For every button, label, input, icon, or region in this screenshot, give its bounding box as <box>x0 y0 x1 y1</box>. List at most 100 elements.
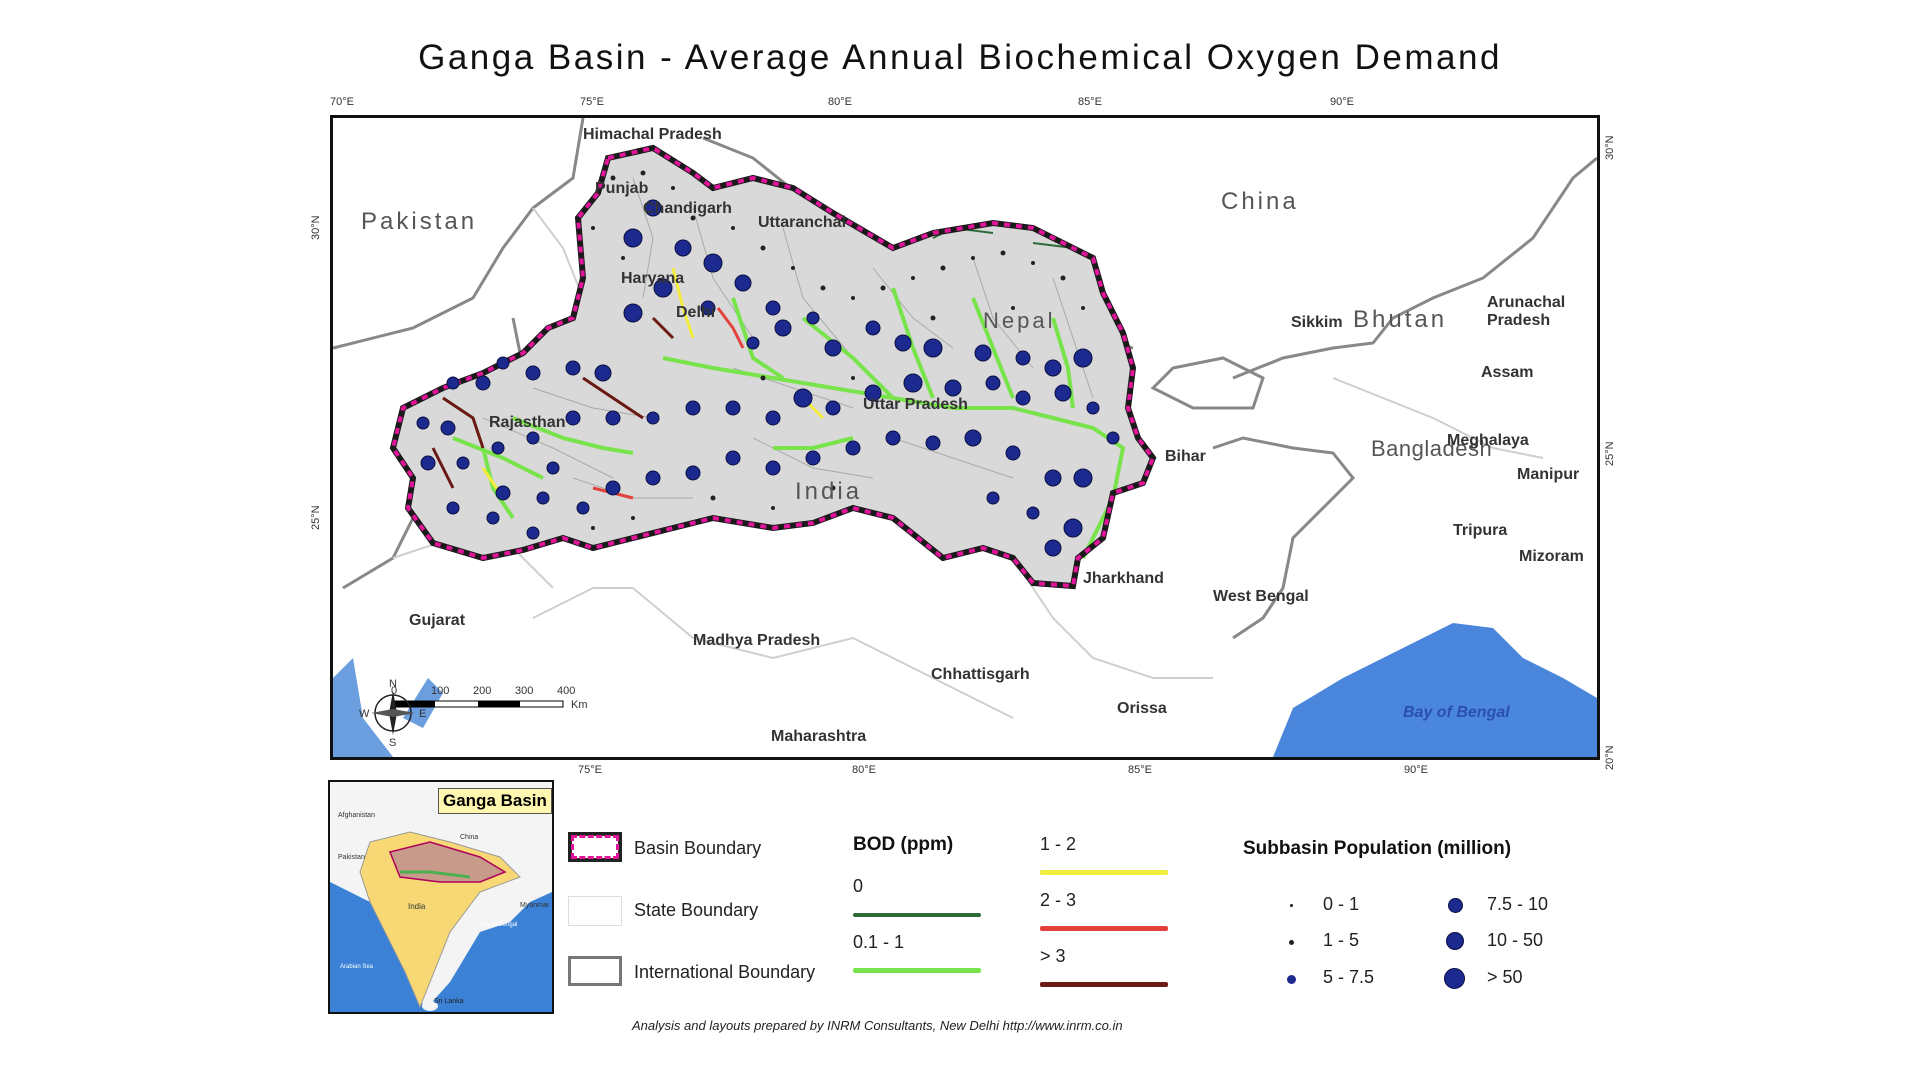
legend-bod-title: BOD (ppm) <box>853 834 954 855</box>
legend-pop-0-1: 0 - 1 <box>1323 894 1360 914</box>
inset-label-arabian-sea: Arabian Sea <box>340 964 374 970</box>
legend-basin-label: Basin Boundary <box>634 838 762 858</box>
scale-300: 300 <box>515 685 534 697</box>
label-gujarat: Gujarat <box>409 612 466 629</box>
state-boundary-4 <box>1012 557 1213 679</box>
international-boundary-pakistan <box>333 118 585 350</box>
label-nepal: Nepal <box>983 308 1056 333</box>
tick-top-70e: 70°E <box>330 96 354 108</box>
label-pakistan: Pakistan <box>361 208 478 235</box>
tick-top-75e: 75°E <box>580 96 604 108</box>
map-title: Ganga Basin - Average Annual Biochemical… <box>418 38 1502 77</box>
legend-pop-0-1-dot <box>1290 904 1293 907</box>
label-uttar-pradesh: Uttar Pradesh <box>863 396 968 413</box>
scale-100: 100 <box>431 685 450 697</box>
tick-bottom-90e: 90°E <box>1404 764 1428 776</box>
map-panel[interactable]: N S E W 0 100 200 300 400 Km Pakistan Ch… <box>330 115 1600 760</box>
label-bay-of-bengal: Bay of Bengal <box>1403 704 1510 721</box>
bay-of-bengal-water <box>1273 623 1597 757</box>
legend-pop-10-50-dot <box>1446 932 1464 950</box>
label-west-bengal: West Bengal <box>1213 588 1309 605</box>
international-boundary-east <box>1232 156 1597 380</box>
legend-state-label: State Boundary <box>634 900 759 920</box>
legend-bod-12-line <box>1040 870 1168 875</box>
legend-pop-75-10-dot <box>1448 898 1463 913</box>
label-delhi: Delhi <box>676 304 716 321</box>
tick-top-90e: 90°E <box>1330 96 1354 108</box>
tick-right-20n: 20°N <box>1604 745 1616 770</box>
inset-map: Ganga Basin Afghanistan Pakistan China I… <box>328 780 554 1014</box>
label-chandigarh: Chandigarh <box>643 200 732 217</box>
label-pradesh: Pradesh <box>1487 312 1551 329</box>
label-bangladesh: Bangladesh <box>1371 436 1493 461</box>
inset-sri-lanka-shape <box>422 1001 438 1011</box>
label-rajasthan: Rajasthan <box>489 414 566 431</box>
legend-pop-1-5-dot <box>1289 940 1294 945</box>
population-dots <box>416 199 1120 557</box>
scale-0: 0 <box>391 685 398 697</box>
legend-pop-5-75: 5 - 7.5 <box>1323 967 1375 987</box>
label-assam: Assam <box>1481 364 1534 381</box>
inset-map-svg <box>330 782 552 1012</box>
state-boundary-3 <box>632 587 1014 719</box>
legend-pop-gt50: > 50 <box>1487 967 1523 987</box>
legend-international-swatch <box>568 956 622 986</box>
label-orissa: Orissa <box>1117 700 1167 717</box>
legend-pop-10-50: 10 - 50 <box>1487 930 1544 950</box>
legend-pop-1-5: 1 - 5 <box>1323 930 1360 950</box>
label-china: China <box>1221 188 1299 215</box>
label-haryana: Haryana <box>621 270 685 287</box>
scale-400: 400 <box>557 685 576 697</box>
label-jharkhand: Jharkhand <box>1083 570 1164 587</box>
legend-bod-0-line <box>853 913 981 917</box>
state-boundary-6 <box>532 587 633 619</box>
legend-bod-23-line <box>1040 926 1168 931</box>
label-himachal-pradesh: Himachal Pradesh <box>583 126 722 143</box>
legend-pop-gt50-dot <box>1444 968 1465 989</box>
scale-200: 200 <box>473 685 492 697</box>
tick-left-30n: 30°N <box>310 215 322 240</box>
inset-label-afghanistan: Afghanistan <box>338 812 375 819</box>
label-arunachal: Arunachal <box>1487 294 1566 311</box>
legend-bod-12-label: 1 - 2 <box>1040 834 1077 854</box>
inset-ganga-green <box>400 870 471 879</box>
legend-state-swatch <box>568 896 622 926</box>
label-uttaranchal: Uttaranchal <box>758 214 847 231</box>
legend-bod-gt3-line <box>1040 982 1168 987</box>
label-mizoram: Mizoram <box>1519 548 1584 565</box>
legend-pop-5-75-dot <box>1287 975 1296 984</box>
inset-label-india: India <box>408 902 426 911</box>
tick-right-30n: 30°N <box>1604 135 1616 160</box>
compass-n: N <box>389 678 397 690</box>
label-chhattisgarh: Chhattisgarh <box>931 666 1030 683</box>
label-sikkim: Sikkim <box>1291 314 1343 331</box>
tick-top-85e: 85°E <box>1078 96 1102 108</box>
inset-label-bay: Bay of Bengal <box>480 922 518 928</box>
tick-left-25n: 25°N <box>310 505 322 530</box>
inset-title: Ganga Basin <box>438 788 552 814</box>
legend-pop-title: Subbasin Population (million) <box>1243 838 1512 859</box>
arabian-sea-water <box>333 658 393 757</box>
tick-bottom-85e: 85°E <box>1128 764 1152 776</box>
international-boundary-bhutan <box>1150 356 1265 410</box>
basin-map <box>333 118 1597 757</box>
legend-pop-75-10: 7.5 - 10 <box>1487 894 1549 914</box>
tick-top-80e: 80°E <box>828 96 852 108</box>
inset-label-china: China <box>460 834 479 841</box>
label-manipur: Manipur <box>1517 466 1580 483</box>
population-dots-small <box>591 170 1085 530</box>
tick-bottom-80e: 80°E <box>852 764 876 776</box>
legend-bod-gt3-label: > 3 <box>1040 946 1066 966</box>
compass-icon <box>363 683 423 743</box>
legend-bod-0-label: 0 <box>853 876 864 896</box>
rivers-bod-gt3 <box>431 316 675 489</box>
legend-basin-swatch-outer <box>568 832 622 862</box>
scale-unit: Km <box>571 699 588 711</box>
compass-e: E <box>419 708 427 720</box>
compass-s: S <box>389 737 397 749</box>
international-boundary-bangladesh <box>1212 436 1356 640</box>
tick-right-25n: 25°N <box>1604 441 1616 466</box>
inset-label-myanmar: Myanmar <box>520 902 550 909</box>
label-punjab: Punjab <box>595 180 649 197</box>
credit-line: Analysis and layouts prepared by INRM Co… <box>632 1018 1123 1033</box>
